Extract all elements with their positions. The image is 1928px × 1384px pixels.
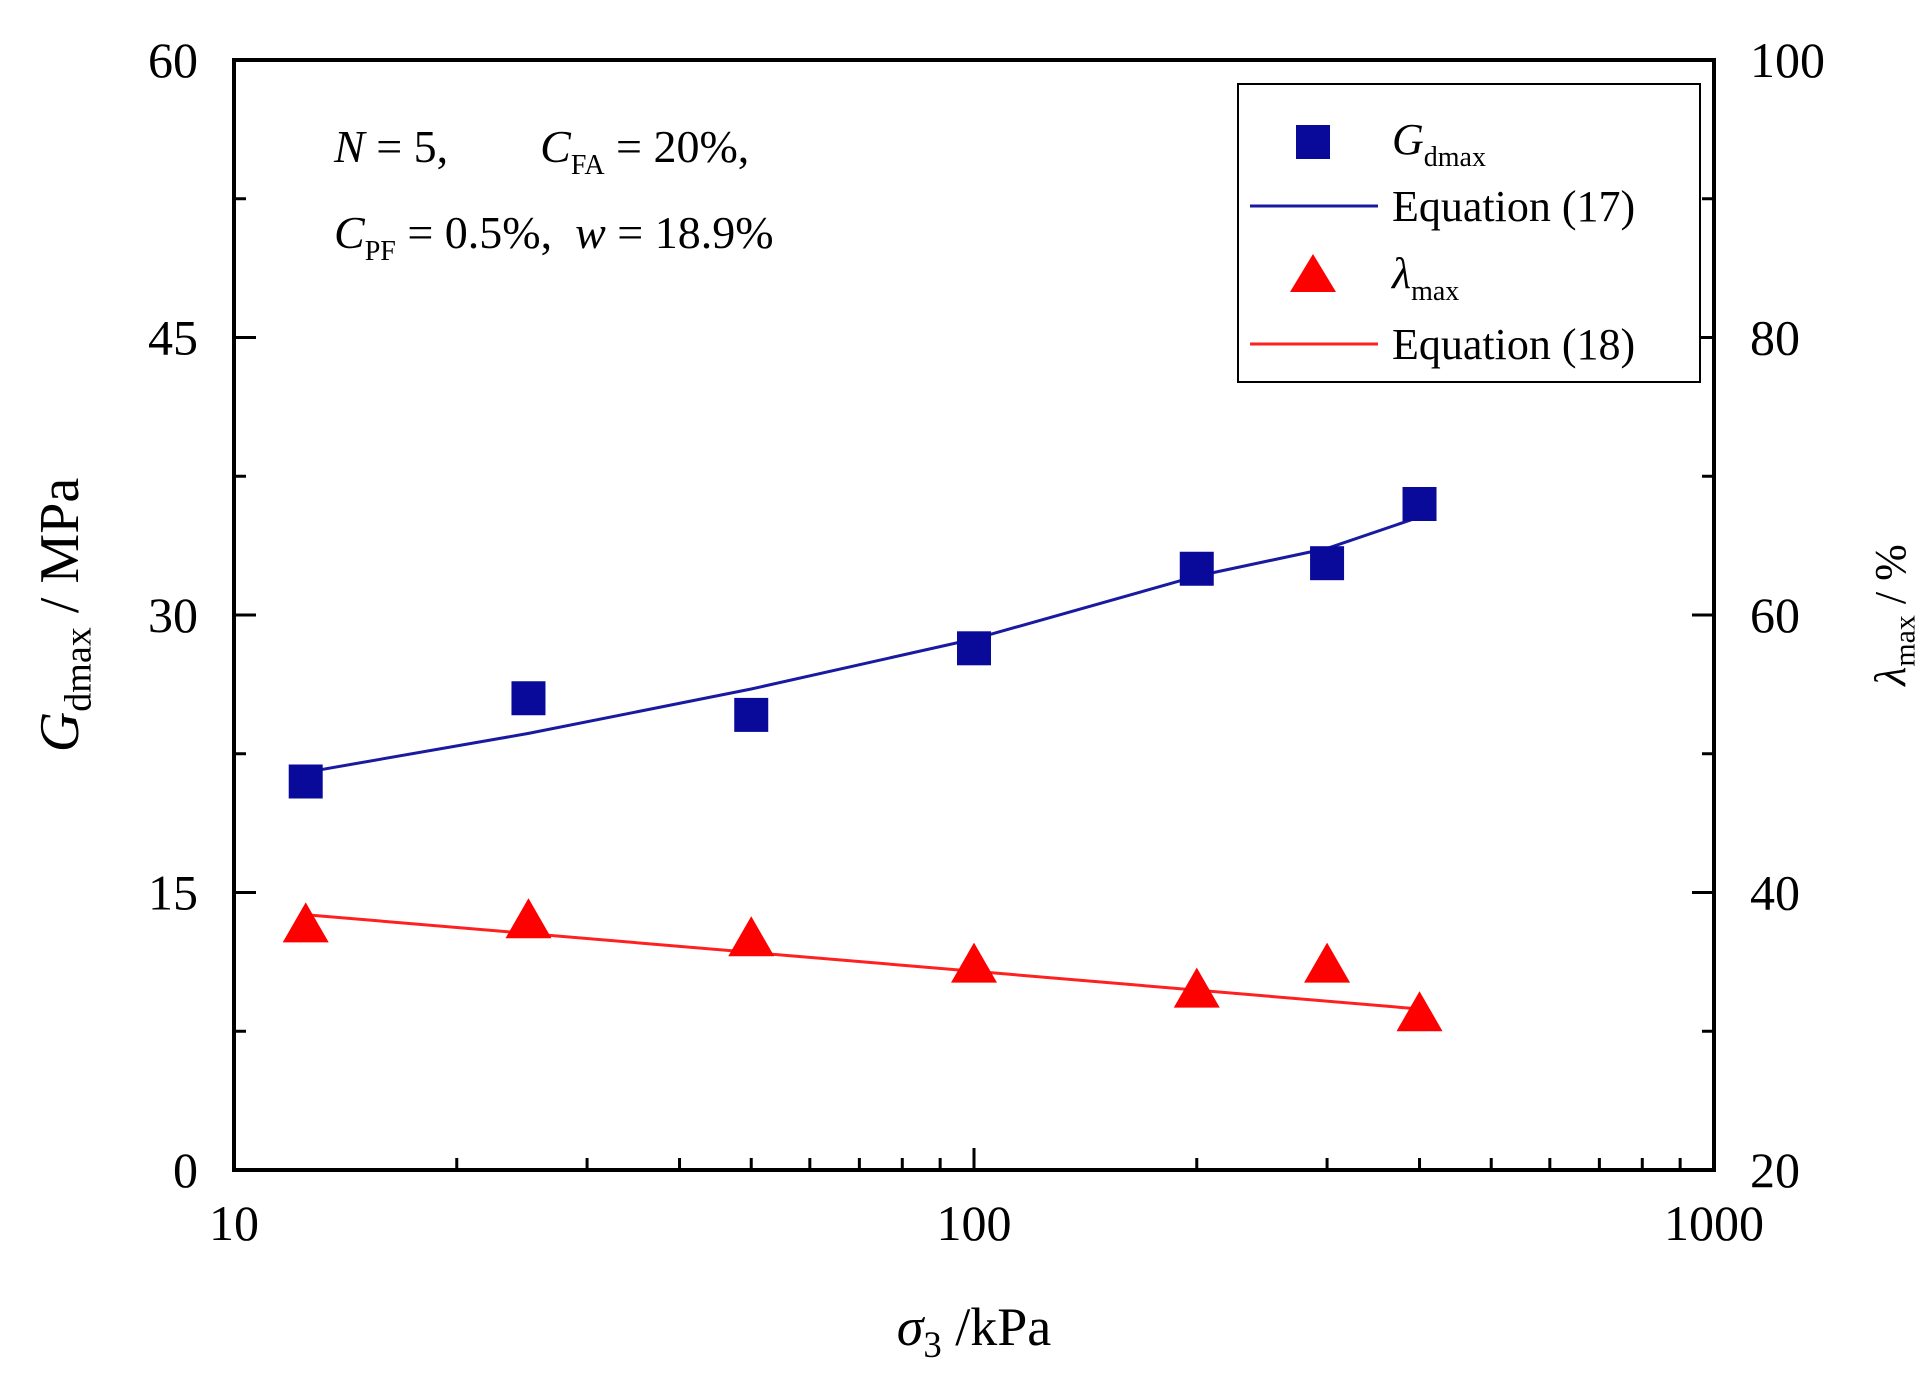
lambda-max-point	[1173, 967, 1220, 1008]
gdmax-point	[1402, 487, 1437, 521]
legend-label: Gdmax	[1392, 115, 1486, 173]
x-tick-label: 1000	[1664, 1195, 1764, 1251]
x-axis-title: σ3 /kPa	[897, 1297, 1052, 1365]
gdmax-point	[1310, 546, 1345, 581]
legend-label: λmax	[1390, 249, 1459, 307]
lambda-max-point	[728, 916, 775, 957]
annotation-line-2: CPF = 0.5%, w = 18.9%	[334, 207, 774, 267]
x-tick-label: 100	[937, 1195, 1012, 1251]
y-right-tick-label: 100	[1750, 32, 1825, 88]
y-right-tick-label: 80	[1750, 310, 1800, 366]
legend-marker-triangle	[1290, 254, 1336, 292]
legend-marker-square	[1296, 125, 1330, 159]
x-tick-label: 10	[209, 1195, 259, 1251]
equation-18-line	[305, 913, 1420, 1011]
gdmax-point	[1179, 551, 1214, 586]
y-left-tick-label: 60	[148, 32, 198, 88]
y-left-tick-label: 30	[148, 587, 198, 643]
lambda-max-point	[951, 942, 997, 983]
y-right-tick-label: 60	[1750, 587, 1800, 643]
gdmax-point	[957, 631, 991, 666]
y-left-tick-label: 15	[148, 865, 198, 921]
y-left-tick-label: 0	[173, 1142, 198, 1198]
gdmax-point	[734, 697, 769, 732]
lambda-max-point	[282, 902, 329, 943]
gdmax-point	[288, 764, 323, 799]
legend-label: Equation (17)	[1392, 182, 1635, 231]
y-left-axis-title: Gdmax / MPa	[29, 478, 99, 753]
y-left-tick-label: 45	[148, 310, 198, 366]
lambda-max-point	[1304, 942, 1351, 983]
y-right-axis-title: λmax / %	[1866, 544, 1922, 687]
legend-label: Equation (18)	[1392, 320, 1635, 369]
y-right-tick-label: 20	[1750, 1142, 1800, 1198]
lambda-max-point	[505, 898, 552, 939]
y-right-tick-label: 40	[1750, 865, 1800, 921]
annotation-line-1: N = 5, CFA = 20%,	[333, 121, 749, 181]
lambda-max-point	[1396, 991, 1443, 1032]
gdmax-point	[511, 681, 546, 716]
equation-17-line	[305, 515, 1420, 774]
